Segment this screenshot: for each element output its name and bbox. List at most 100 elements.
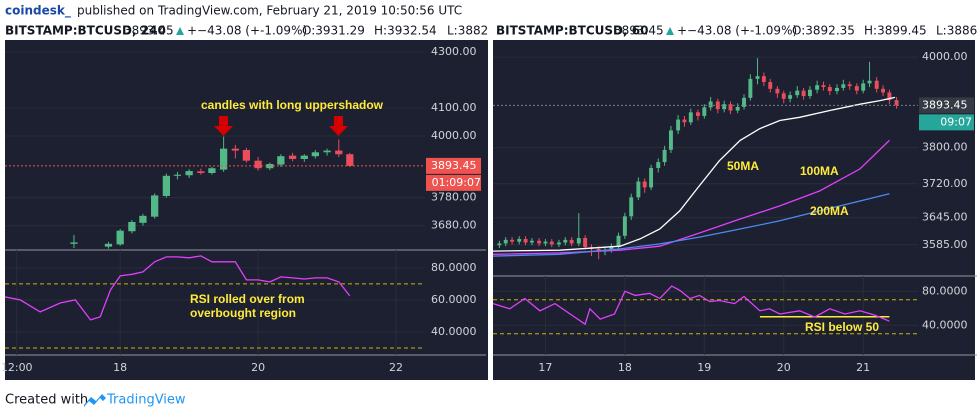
y-tick-label: 3645.00 — [922, 211, 968, 224]
x-tick-label: 21 — [856, 361, 870, 374]
footer-text: Created with — [5, 393, 88, 408]
candle-body — [537, 240, 542, 244]
high: H:3932.54 — [374, 24, 437, 38]
candle-body — [616, 235, 621, 248]
candle-body — [748, 78, 753, 98]
brand: coindesk_ — [5, 4, 71, 19]
ma-label: 200MA — [810, 204, 849, 218]
arrow — [214, 116, 233, 136]
candle-body — [497, 243, 502, 246]
candle-body — [116, 230, 124, 245]
change: +−43.08 (+-1.09%) — [677, 24, 797, 38]
candle-body — [335, 150, 343, 155]
logo-icon — [84, 394, 106, 407]
candle-body — [742, 97, 746, 107]
low: L:3882 — [447, 24, 488, 38]
pane — [493, 56, 918, 260]
candle-body — [847, 84, 852, 87]
candle-body — [656, 162, 661, 168]
candle-body — [728, 104, 733, 111]
high: H:3899.45 — [864, 24, 927, 38]
candle-body — [702, 107, 707, 116]
candle-body — [346, 154, 354, 166]
last-price-box — [426, 157, 481, 174]
candle-body — [861, 83, 866, 91]
candle-body — [549, 241, 554, 245]
y-tick-label: 80.0000 — [431, 261, 477, 274]
candle-body — [219, 148, 228, 170]
low: L:3886.4 — [936, 24, 980, 38]
pane — [5, 51, 425, 249]
candle-body — [569, 239, 574, 244]
candle-body — [300, 155, 308, 159]
candle-body — [556, 242, 561, 245]
annotation: candles with long uppershadow — [201, 98, 384, 112]
y-tick-label: 3585.00 — [922, 238, 968, 251]
x-tick-label: 22 — [389, 361, 403, 374]
candle-body — [517, 238, 522, 242]
candle-body — [894, 100, 899, 106]
x-tick-label: 12:00 — [1, 361, 33, 374]
up-arrow — [176, 27, 184, 35]
candle-body — [288, 155, 297, 159]
symbol: BITSTAMP:BTCUSD, 60 — [496, 24, 648, 38]
annotation: RSI below 50 — [805, 320, 879, 334]
candle-body — [254, 160, 262, 169]
candle-body — [503, 239, 508, 244]
candle-body — [510, 239, 515, 242]
candle-body — [543, 241, 548, 244]
candle-body — [827, 87, 832, 92]
candle-body — [311, 152, 319, 157]
open: O:3931.29 — [302, 24, 365, 38]
logo-text: TradingView — [106, 393, 186, 408]
x-tick-label: 17 — [538, 361, 552, 374]
y-tick-label: 4000.00 — [922, 50, 968, 63]
open: O:3892.35 — [792, 24, 855, 38]
pane — [5, 250, 425, 355]
candle-body — [70, 242, 78, 244]
countdown-label: 01:09:07 — [432, 176, 481, 189]
close: 3893.45 — [124, 24, 174, 38]
candle-body — [668, 130, 673, 150]
y-tick-label: 3680.00 — [431, 219, 477, 232]
candle-body — [139, 215, 147, 223]
x-tick-label: 20 — [777, 361, 791, 374]
candle-body — [874, 80, 879, 89]
ma-label: 50MA — [727, 159, 759, 173]
ma-label: 100MA — [800, 164, 839, 178]
candle-body — [788, 95, 793, 99]
candle-body — [768, 82, 773, 89]
change: +−43.08 (+-1.09%) — [187, 24, 307, 38]
symbol: BITSTAMP:BTCUSD, 240 — [5, 24, 166, 38]
candle-body — [881, 88, 886, 93]
y-tick-label: 80.0000 — [922, 284, 968, 297]
last-price-box — [919, 97, 974, 114]
candle-body — [801, 90, 806, 97]
up-arrow — [666, 27, 674, 35]
candle-body — [609, 247, 614, 250]
candle-body — [662, 149, 667, 163]
x-tick-label: 20 — [251, 361, 265, 374]
y-tick-label: 3720.00 — [922, 177, 968, 190]
close: 3893.45 — [614, 24, 664, 38]
left-legend: BITSTAMP:BTCUSD, 240 3893.45 +−43.08 (+-… — [5, 24, 488, 38]
series-line — [493, 96, 896, 252]
candle-body — [151, 195, 159, 217]
published: published on TradingView.com, February 2… — [77, 4, 462, 18]
countdown-box — [426, 174, 481, 191]
y-tick-label: 40.0000 — [922, 318, 968, 331]
right-legend: BITSTAMP:BTCUSD, 60 3893.45 +−43.08 (+-1… — [496, 24, 980, 38]
candle-body — [755, 76, 760, 79]
x-tick-label: 18 — [618, 361, 632, 374]
candle-body — [197, 171, 205, 173]
candle-body — [563, 239, 568, 243]
candle-body — [208, 168, 216, 173]
annotations: candles with long uppershadow RSI rolled… — [190, 98, 879, 334]
candle-body — [128, 222, 136, 232]
candle-body — [162, 175, 171, 196]
right-panel — [493, 40, 975, 380]
y-tick-label: 3780.00 — [431, 191, 477, 204]
candle-body — [576, 238, 581, 244]
y-tick-label: 3800.00 — [922, 141, 968, 154]
